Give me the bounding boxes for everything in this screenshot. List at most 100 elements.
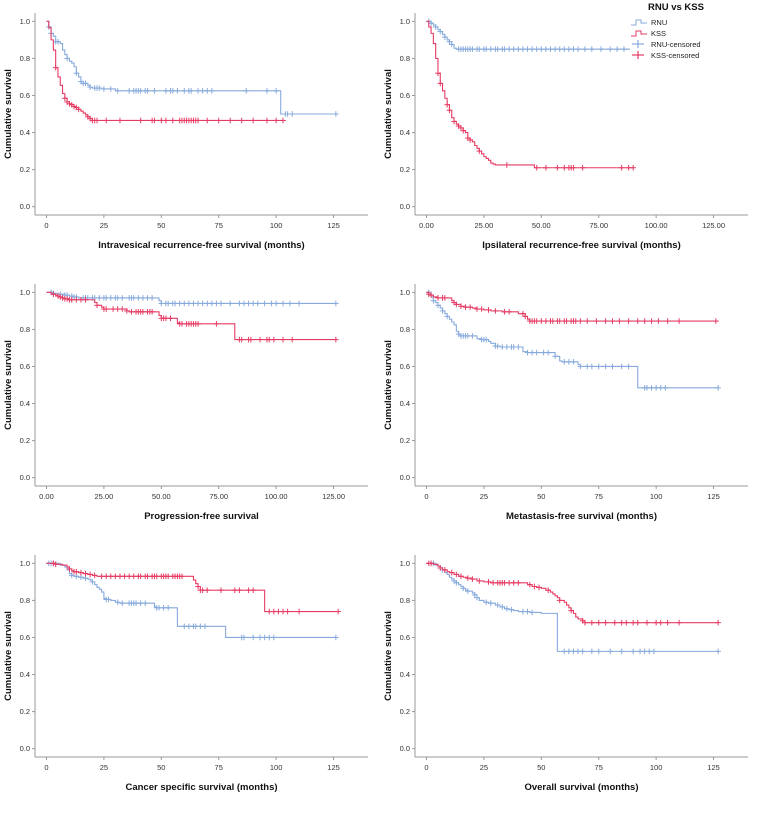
svg-text:100: 100 <box>270 763 283 772</box>
svg-text:0: 0 <box>44 763 48 772</box>
svg-text:125: 125 <box>707 763 720 772</box>
svg-text:1.0: 1.0 <box>400 288 410 297</box>
svg-text:Intravesical recurrence-free s: Intravesical recurrence-free survival (m… <box>98 240 304 251</box>
panel-cancer-specific: 0.0 0.2 0.4 0.6 0.8 1.0 0 25 50 75 100 125 Cancer sp… <box>0 542 380 813</box>
svg-text:125: 125 <box>327 763 340 772</box>
svg-text:0.2: 0.2 <box>400 165 410 174</box>
svg-text:0.8: 0.8 <box>20 596 30 605</box>
svg-text:Cumulative survival: Cumulative survival <box>3 611 14 701</box>
svg-text:0.6: 0.6 <box>20 362 30 371</box>
svg-text:0.8: 0.8 <box>400 596 410 605</box>
svg-text:Metastasis-free survival (mont: Metastasis-free survival (months) <box>506 511 657 522</box>
km-chart-metastasis: 0.0 0.2 0.4 0.6 0.8 1.0 0 25 50 75 100 125 Metastasi… <box>383 284 748 522</box>
panel-intravesical: 0.0 0.2 0.4 0.6 0.8 1.0 0 25 50 75 100 125 Intravesi… <box>0 0 380 271</box>
svg-text:0.6: 0.6 <box>400 362 410 371</box>
svg-text:50: 50 <box>537 492 545 501</box>
svg-text:0.8: 0.8 <box>400 54 410 63</box>
km-chart-intravesical: 0.0 0.2 0.4 0.6 0.8 1.0 0 25 50 75 100 125 Intravesi… <box>3 13 368 251</box>
svg-text:75: 75 <box>595 763 603 772</box>
svg-text:Cumulative survival: Cumulative survival <box>383 69 394 159</box>
kss-censored-plus-icon <box>632 51 644 59</box>
svg-text:25.00: 25.00 <box>95 492 114 501</box>
svg-text:Cumulative survival: Cumulative survival <box>3 340 14 430</box>
svg-text:1.0: 1.0 <box>400 559 410 568</box>
svg-text:0.4: 0.4 <box>400 128 410 137</box>
svg-text:25: 25 <box>480 763 488 772</box>
svg-text:Overall survival (months): Overall survival (months) <box>524 782 638 793</box>
svg-text:0.0: 0.0 <box>400 744 410 753</box>
svg-text:50: 50 <box>157 763 165 772</box>
km-chart-cancer-specific: 0.0 0.2 0.4 0.6 0.8 1.0 0 25 50 75 100 125 Cancer sp… <box>3 555 368 793</box>
km-chart-overall: 0.0 0.2 0.4 0.6 0.8 1.0 0 25 50 75 100 125 Overall s… <box>383 555 748 793</box>
svg-text:50: 50 <box>157 221 165 230</box>
svg-text:100: 100 <box>650 492 663 501</box>
svg-text:0.6: 0.6 <box>20 91 30 100</box>
legend-item-kss: KSS <box>630 28 758 38</box>
legend-item-rnu: RNU <box>630 17 758 27</box>
svg-text:0.4: 0.4 <box>20 128 30 137</box>
svg-text:0.00: 0.00 <box>419 221 434 230</box>
svg-text:50: 50 <box>537 763 545 772</box>
svg-text:0: 0 <box>424 492 428 501</box>
legend-item-label: KSS-censored <box>651 50 700 60</box>
svg-text:75: 75 <box>215 763 223 772</box>
panel-progression: 0.0 0.2 0.4 0.6 0.8 1.0 0.00 25.00 50.00 75.00 100… <box>0 271 380 542</box>
rnu-censored-plus-icon <box>632 40 644 48</box>
legend-item-label: RNU-censored <box>651 39 701 49</box>
svg-text:0.0: 0.0 <box>400 473 410 482</box>
svg-text:0.4: 0.4 <box>20 670 30 679</box>
svg-text:0.2: 0.2 <box>400 707 410 716</box>
svg-text:1.0: 1.0 <box>20 288 30 297</box>
legend-item-label: RNU <box>651 17 668 27</box>
svg-text:75: 75 <box>595 492 603 501</box>
svg-text:25: 25 <box>100 763 108 772</box>
svg-text:0: 0 <box>44 221 48 230</box>
svg-text:0.00: 0.00 <box>39 492 54 501</box>
legend-title: RNU vs KSS <box>648 2 704 13</box>
legend-item-label: KSS <box>651 28 667 38</box>
svg-text:100: 100 <box>650 763 663 772</box>
legend: RNU vs KSS RNU KSS RNU-censored KSS-cens… <box>630 2 758 61</box>
svg-text:Progression-free survival: Progression-free survival <box>144 511 259 522</box>
svg-text:75: 75 <box>215 221 223 230</box>
svg-text:0.4: 0.4 <box>400 399 410 408</box>
legend-item-rnu-censored: RNU-censored <box>630 39 758 49</box>
svg-text:100.00: 100.00 <box>265 492 288 501</box>
svg-text:125.00: 125.00 <box>702 221 725 230</box>
panel-metastasis: 0.0 0.2 0.4 0.6 0.8 1.0 0 25 50 75 100 125 Metastasi… <box>380 271 761 542</box>
svg-text:1.0: 1.0 <box>20 559 30 568</box>
svg-text:0.0: 0.0 <box>20 473 30 482</box>
svg-text:100: 100 <box>270 221 283 230</box>
svg-text:0.6: 0.6 <box>400 91 410 100</box>
svg-text:Cumulative survival: Cumulative survival <box>3 69 14 159</box>
svg-text:0.0: 0.0 <box>20 202 30 211</box>
svg-text:Cancer specific survival (mont: Cancer specific survival (months) <box>125 782 277 793</box>
panel-overall: 0.0 0.2 0.4 0.6 0.8 1.0 0 25 50 75 100 125 Overall s… <box>380 542 761 813</box>
svg-text:Ipsilateral recurrence-free su: Ipsilateral recurrence-free survival (mo… <box>482 240 681 251</box>
svg-text:50.00: 50.00 <box>532 221 551 230</box>
svg-text:0.8: 0.8 <box>20 54 30 63</box>
svg-text:1.0: 1.0 <box>400 17 410 26</box>
svg-text:0.8: 0.8 <box>20 325 30 334</box>
svg-text:Cumulative survival: Cumulative survival <box>383 340 394 430</box>
svg-text:0.4: 0.4 <box>400 670 410 679</box>
svg-text:50.00: 50.00 <box>152 492 171 501</box>
kss-step-line-icon <box>631 30 647 37</box>
svg-text:1.0: 1.0 <box>20 17 30 26</box>
km-chart-ipsilateral: 0.0 0.2 0.4 0.6 0.8 1.0 0.00 25.00 50.00 75.00 100… <box>383 13 748 251</box>
svg-text:75.00: 75.00 <box>209 492 228 501</box>
svg-text:0.2: 0.2 <box>400 436 410 445</box>
svg-text:0.2: 0.2 <box>20 165 30 174</box>
svg-text:125: 125 <box>707 492 720 501</box>
legend-item-kss-censored: KSS-censored <box>630 50 758 60</box>
svg-text:0.6: 0.6 <box>20 633 30 642</box>
svg-text:25.00: 25.00 <box>475 221 494 230</box>
svg-text:125.00: 125.00 <box>322 492 345 501</box>
svg-text:100.00: 100.00 <box>645 221 668 230</box>
svg-text:0.2: 0.2 <box>20 707 30 716</box>
svg-text:0.8: 0.8 <box>400 325 410 334</box>
svg-text:0.2: 0.2 <box>20 436 30 445</box>
svg-text:75.00: 75.00 <box>589 221 608 230</box>
